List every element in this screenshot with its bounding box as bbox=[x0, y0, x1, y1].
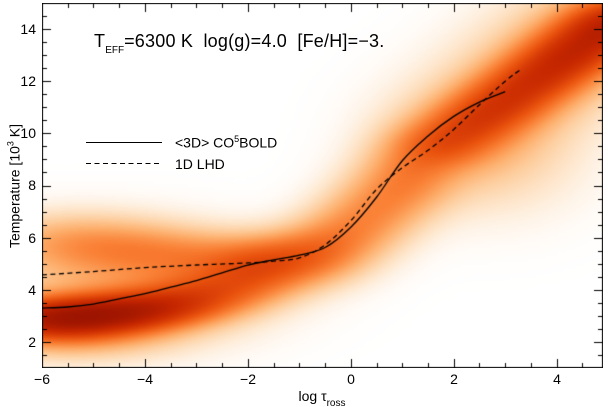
tau-symbol: τ bbox=[321, 388, 327, 404]
x-tick-label: −2 bbox=[240, 371, 256, 387]
y-tick-label: 12 bbox=[20, 73, 36, 89]
legend-item-1d: 1D LHD bbox=[86, 153, 277, 174]
y-tick-label: 10 bbox=[20, 125, 36, 141]
x-tick-label: 2 bbox=[450, 371, 458, 387]
x-tick-label: −6 bbox=[34, 371, 50, 387]
title-parameters: =6300 K log(g)=4.0 [Fe/H]=−3. bbox=[124, 31, 385, 51]
legend-3d-text: <3D> CO bbox=[175, 134, 235, 151]
legend-label-3d: <3D> CO5BOLD bbox=[175, 134, 277, 151]
title-teff-subscript: EFF bbox=[105, 44, 125, 56]
y-tick-label: 2 bbox=[28, 334, 36, 350]
legend: <3D> CO5BOLD 1D LHD bbox=[86, 132, 277, 174]
y-axis-label-unit: K] bbox=[6, 123, 23, 142]
x-tick-label: 0 bbox=[347, 371, 355, 387]
y-tick-label: 6 bbox=[28, 230, 36, 246]
plot-title: TEFF=6300 K log(g)=4.0 [Fe/H]=−3. bbox=[94, 31, 385, 56]
title-teff-symbol: T bbox=[94, 31, 106, 51]
y-axis-label-exponent: 3 bbox=[5, 141, 16, 147]
legend-label-1d: 1D LHD bbox=[175, 156, 225, 172]
dashed-line-sample bbox=[86, 162, 162, 165]
plot-canvas bbox=[42, 3, 603, 368]
legend-1d-text: 1D LHD bbox=[175, 155, 225, 172]
y-tick-label: 8 bbox=[28, 177, 36, 193]
y-axis-label: Temperature [103 K] bbox=[6, 124, 23, 248]
y-axis-label-text: Temperature [10 bbox=[6, 146, 23, 249]
solid-line-sample bbox=[86, 141, 162, 144]
legend-item-3d: <3D> CO5BOLD bbox=[86, 132, 277, 153]
legend-3d-superscript: 5 bbox=[234, 134, 240, 145]
x-tick-label: −4 bbox=[137, 371, 153, 387]
x-axis-label-log: log bbox=[298, 388, 322, 404]
y-tick-label: 4 bbox=[28, 282, 36, 298]
x-axis-label: log τross bbox=[298, 388, 345, 407]
x-axis-label-subscript: ross bbox=[326, 397, 346, 407]
x-tick-label: 4 bbox=[553, 371, 561, 387]
y-tick-label: 14 bbox=[20, 21, 36, 37]
legend-3d-text-end: BOLD bbox=[239, 134, 278, 151]
